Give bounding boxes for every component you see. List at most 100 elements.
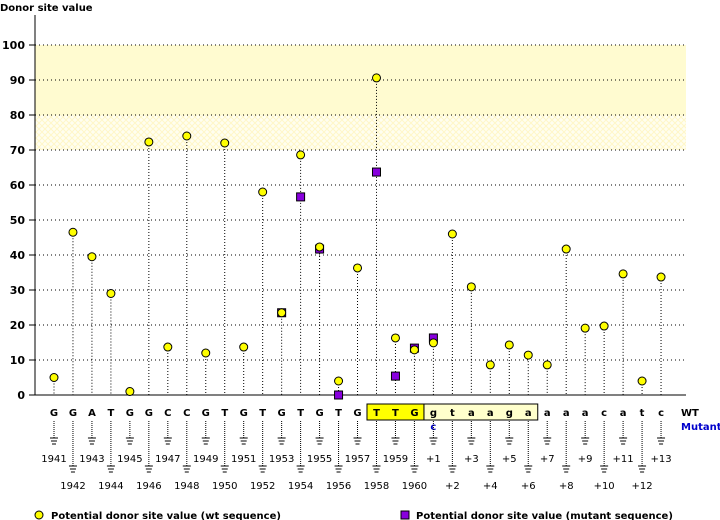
wt-point (466, 282, 476, 292)
position-label: +1 (426, 454, 441, 465)
wt-row-label: WT (681, 408, 699, 419)
position-label: 1958 (364, 481, 389, 492)
wt-base: c (601, 408, 607, 419)
mutant-point (390, 371, 400, 381)
wt-base: t (640, 408, 645, 419)
y-tick-label: 40 (10, 249, 26, 262)
wt-point (599, 321, 609, 331)
wt-point (125, 387, 135, 396)
wt-base: c (658, 408, 664, 419)
wt-base: A (88, 408, 96, 419)
position-label: 1957 (345, 454, 370, 465)
y-tick-label: 100 (2, 39, 25, 52)
y-tick-label: 90 (10, 74, 26, 87)
wt-base: G (278, 408, 286, 419)
wt-point (49, 373, 59, 382)
wt-point (182, 131, 192, 141)
wt-base: T (221, 408, 228, 419)
position-label: 1946 (136, 481, 161, 492)
wt-point (390, 333, 400, 343)
wt-base: T (297, 408, 304, 419)
wt-base: g (506, 408, 513, 419)
wt-base: T (335, 408, 342, 419)
wt-point (371, 73, 381, 83)
wt-base: g (430, 408, 437, 419)
wt-point (220, 138, 230, 148)
position-label: 1945 (117, 454, 142, 465)
wt-base: a (544, 408, 551, 419)
wt-base: G (50, 408, 58, 419)
wt-base: G (69, 408, 77, 419)
wt-point (239, 342, 249, 352)
wt-point (68, 227, 78, 237)
legend-mutant-label: Potential donor site value (mutant seque… (416, 511, 673, 520)
position-label: 1944 (98, 481, 123, 492)
position-label: 1959 (383, 454, 408, 465)
wt-point (504, 340, 514, 350)
wt-point (201, 348, 211, 358)
y-tick-label: 0 (17, 389, 25, 402)
position-label: 1943 (79, 454, 104, 465)
wt-point (618, 269, 628, 279)
wt-point (485, 360, 495, 370)
position-label: 1951 (231, 454, 256, 465)
wt-point (561, 244, 571, 254)
wt-point (315, 242, 325, 252)
wt-point (277, 308, 287, 318)
mutant-point (371, 167, 381, 177)
wt-point (409, 345, 419, 355)
position-label: 1947 (155, 454, 180, 465)
wt-base: a (582, 408, 589, 419)
position-label: 1955 (307, 454, 332, 465)
exon-highlight-box (366, 403, 425, 421)
position-label: +13 (650, 454, 671, 465)
position-label: 1956 (326, 481, 351, 492)
mutant-row-label: Mutant (681, 422, 720, 433)
wt-point (106, 289, 116, 298)
y-tick-label: 20 (10, 319, 26, 332)
mutant-point (296, 192, 306, 202)
wt-point (296, 150, 306, 160)
position-label: 1954 (288, 481, 313, 492)
wt-base: a (620, 408, 627, 419)
position-label: 1950 (212, 481, 237, 492)
y-tick-label: 80 (10, 109, 26, 122)
wt-base: C (164, 408, 171, 419)
wt-base: G (240, 408, 248, 419)
wt-base: G (126, 408, 134, 419)
wt-point (580, 323, 590, 333)
wt-base: a (563, 408, 570, 419)
band-1 (35, 115, 686, 150)
wt-point (523, 350, 533, 360)
wt-point (163, 342, 173, 352)
legend-mutant-marker (400, 510, 410, 520)
wt-base: G (315, 408, 323, 419)
position-label: +3 (464, 454, 479, 465)
y-tick-label: 50 (10, 214, 26, 227)
legend-wt-marker (34, 510, 44, 520)
y-tick-label: 60 (10, 179, 26, 192)
wt-point (637, 376, 647, 386)
wt-base: a (487, 408, 494, 419)
wt-point (334, 376, 344, 386)
wt-base: T (373, 408, 380, 419)
position-label: 1952 (250, 481, 275, 492)
wt-point (656, 272, 666, 282)
position-label: +11 (613, 454, 634, 465)
wt-base: T (259, 408, 266, 419)
wt-base: T (392, 408, 399, 419)
intron-highlight-box (423, 403, 539, 421)
wt-point (144, 137, 154, 147)
position-label: +2 (445, 481, 460, 492)
band-0 (35, 45, 686, 115)
wt-base: t (450, 408, 455, 419)
wt-point (428, 338, 438, 348)
position-label: +4 (483, 481, 498, 492)
wt-base: a (468, 408, 475, 419)
legend-wt-label: Potential donor site value (wt sequence) (51, 511, 281, 520)
position-label: 1942 (60, 481, 85, 492)
mutant-point (334, 390, 344, 400)
position-label: 1960 (402, 481, 427, 492)
wt-point (447, 229, 457, 239)
